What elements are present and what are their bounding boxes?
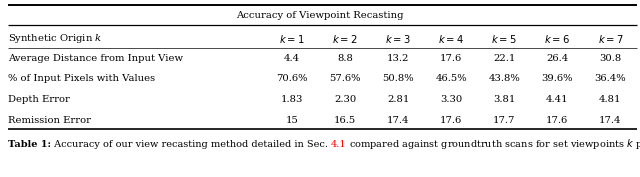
Text: $k=1$: $k=1$ <box>280 33 305 45</box>
Text: $k=5$: $k=5$ <box>492 33 517 45</box>
Text: 36.4%: 36.4% <box>595 74 626 83</box>
Text: Remission Error: Remission Error <box>8 116 91 124</box>
Text: 13.2: 13.2 <box>387 54 410 62</box>
Text: 17.6: 17.6 <box>440 54 462 62</box>
Text: 4.41: 4.41 <box>546 95 568 104</box>
Text: Accuracy of Viewpoint Recasting: Accuracy of Viewpoint Recasting <box>236 11 404 20</box>
Text: 17.7: 17.7 <box>493 116 515 124</box>
Text: 1.83: 1.83 <box>281 95 303 104</box>
Text: 46.5%: 46.5% <box>435 74 467 83</box>
Text: Depth Error: Depth Error <box>8 95 70 104</box>
Text: Average Distance from Input View: Average Distance from Input View <box>8 54 182 62</box>
Text: $k=2$: $k=2$ <box>332 33 358 45</box>
Text: 22.1: 22.1 <box>493 54 515 62</box>
Text: Accuracy of our view recasting method detailed in Sec.: Accuracy of our view recasting method de… <box>51 140 331 149</box>
Text: 26.4: 26.4 <box>546 54 568 62</box>
Text: 4.81: 4.81 <box>599 95 621 104</box>
Text: 50.8%: 50.8% <box>382 74 414 83</box>
Text: % of Input Pixels with Values: % of Input Pixels with Values <box>8 74 155 83</box>
Text: 4.1: 4.1 <box>331 140 346 149</box>
Text: Table 1:: Table 1: <box>8 140 51 149</box>
Text: 3.81: 3.81 <box>493 95 515 104</box>
Text: 8.8: 8.8 <box>337 54 353 62</box>
Text: 70.6%: 70.6% <box>276 74 308 83</box>
Text: 3.30: 3.30 <box>440 95 462 104</box>
Text: 17.4: 17.4 <box>599 116 621 124</box>
Text: 16.5: 16.5 <box>334 116 356 124</box>
Text: 43.8%: 43.8% <box>488 74 520 83</box>
Text: $k=4$: $k=4$ <box>438 33 464 45</box>
Text: 57.6%: 57.6% <box>330 74 361 83</box>
Text: $k=6$: $k=6$ <box>545 33 570 45</box>
Text: 17.6: 17.6 <box>440 116 462 124</box>
Text: 15: 15 <box>285 116 298 124</box>
Text: 17.6: 17.6 <box>546 116 568 124</box>
Text: $k=7$: $k=7$ <box>598 33 623 45</box>
Text: 2.30: 2.30 <box>334 95 356 104</box>
Text: 17.4: 17.4 <box>387 116 410 124</box>
Text: 4.4: 4.4 <box>284 54 300 62</box>
Text: 39.6%: 39.6% <box>541 74 573 83</box>
Text: 2.81: 2.81 <box>387 95 410 104</box>
Text: 30.8: 30.8 <box>599 54 621 62</box>
Text: $k=3$: $k=3$ <box>385 33 411 45</box>
Text: compared against groundtruth scans for set viewpoints $k$ positions after the gi: compared against groundtruth scans for s… <box>346 137 640 151</box>
Text: Synthetic Origin $k$: Synthetic Origin $k$ <box>8 32 102 45</box>
